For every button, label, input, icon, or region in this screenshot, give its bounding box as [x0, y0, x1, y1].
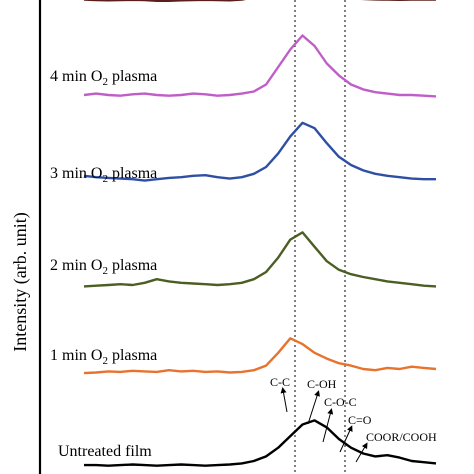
peak-label-1: C-OH — [307, 377, 337, 391]
peak-label-2: C-O-C — [324, 395, 357, 409]
peak-arrow-4 — [355, 442, 368, 463]
peak-marker-layer: C-C C-OH C-O-C C=O COOR/COOH — [270, 375, 437, 463]
series-line-0 — [84, 419, 437, 467]
series-label-0: Untreated film — [58, 443, 152, 460]
series-label-2: 2 min O2 plasma — [50, 257, 157, 277]
peak-label-0: C-C — [270, 375, 290, 389]
peak-label-3: C=O — [348, 413, 372, 427]
label-layer: Untreated film 1 min O2 plasma 2 min O2 pl… — [50, 68, 157, 460]
peak-label-4: COOR/COOH — [366, 430, 437, 444]
series-label-1: 1 min O2 plasma — [50, 347, 157, 367]
series-line-1 — [83, 337, 437, 375]
series-line-5 — [83, 0, 436, 3]
peak-arrow-3 — [339, 425, 353, 453]
peak-arrow-1 — [307, 390, 320, 425]
series-line-4 — [83, 34, 437, 98]
series-layer — [83, 0, 437, 467]
series-line-3 — [83, 121, 436, 182]
series-label-3: 3 min O2 plasma — [50, 165, 157, 185]
peak-arrow-0 — [280, 387, 288, 413]
y-axis-label: Intensity (arb. unit) — [10, 212, 31, 351]
peak-arrow-2 — [322, 408, 334, 443]
series-label-4: 4 min O2 plasma — [50, 68, 157, 88]
series-line-2 — [83, 231, 437, 288]
